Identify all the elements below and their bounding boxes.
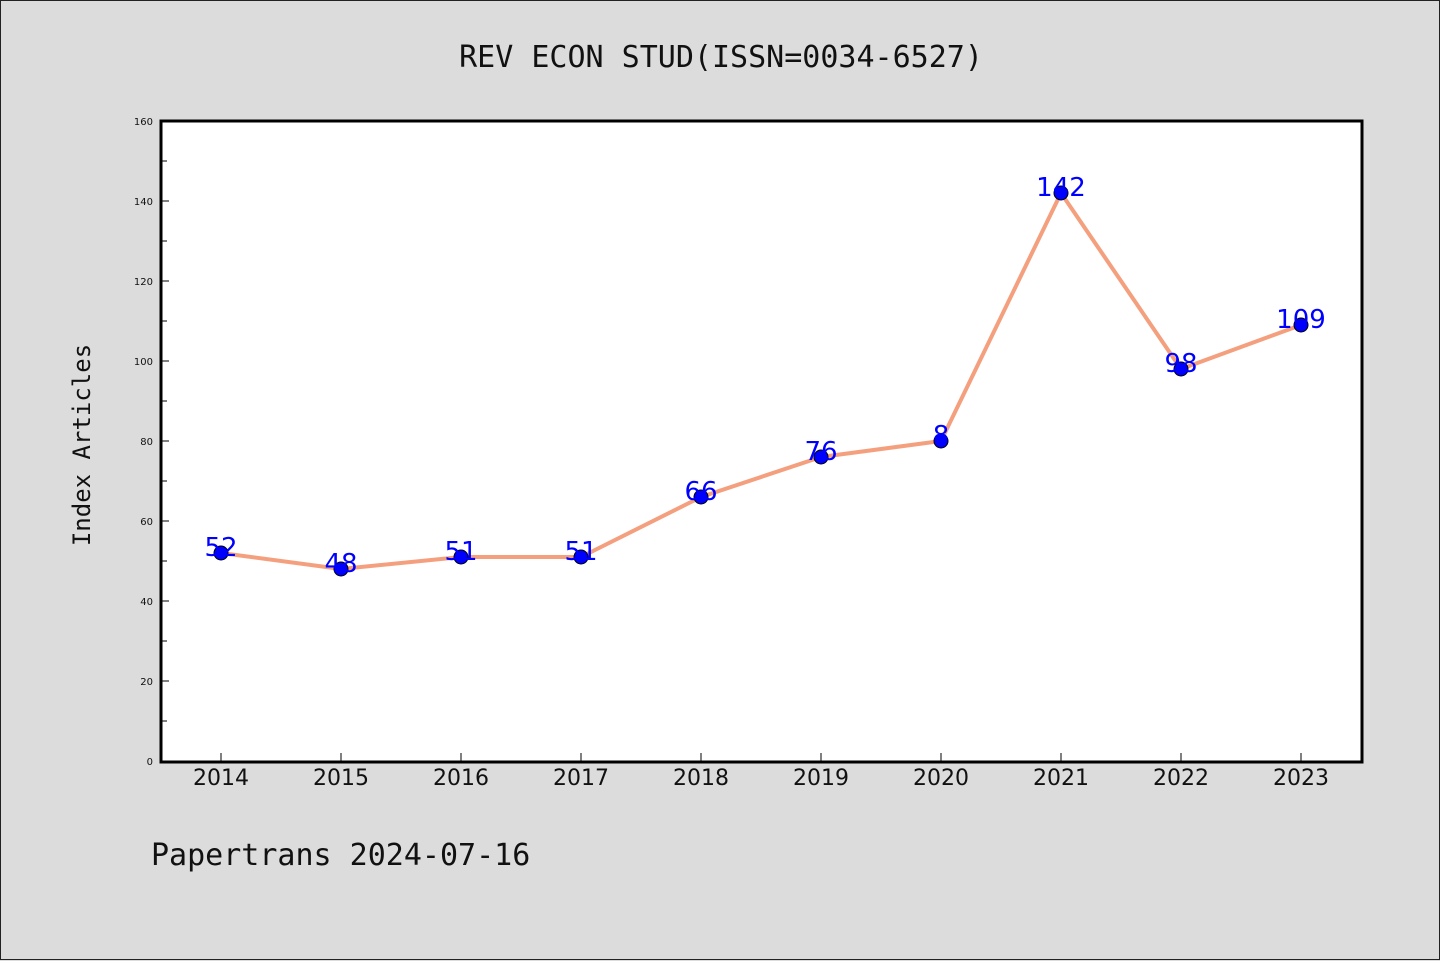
y-tick-label: 80	[140, 437, 153, 448]
data-label: 48	[324, 549, 357, 579]
y-axis: 0 20 40 60 80 100 120 140 160	[134, 117, 169, 768]
data-label: 98	[1164, 349, 1197, 379]
plot-border	[159, 119, 1364, 764]
y-tick-label: 0	[147, 757, 153, 768]
x-tick-label: 2017	[553, 766, 609, 791]
data-label: 51	[564, 537, 597, 567]
y-tick-label: 160	[134, 117, 153, 128]
y-tick-label: 20	[140, 677, 153, 688]
data-labels: 52 48 51 51 66 76 8 142 98 109	[204, 173, 1325, 579]
plot-area	[161, 121, 1362, 762]
y-tick-label: 140	[134, 197, 153, 208]
y-tick-label: 120	[134, 277, 153, 288]
data-label: 8	[933, 421, 950, 451]
data-point	[453, 549, 469, 565]
x-tick-label: 2014	[193, 766, 249, 791]
data-point	[1293, 317, 1309, 333]
x-axis: 2014 2015 2016 2017 2018 2019 2020 2021 2022 2023	[193, 753, 1329, 791]
x-tick-label: 2016	[433, 766, 489, 791]
data-label: 109	[1276, 305, 1326, 335]
data-point	[1173, 361, 1189, 377]
y-tick-label: 60	[140, 517, 153, 528]
data-label: 52	[204, 533, 237, 563]
footer-watermark: Papertrans 2024-07-16	[151, 838, 530, 873]
x-tick-label: 2021	[1033, 766, 1089, 791]
y-tick-label: 100	[134, 357, 153, 368]
x-tick-label: 2023	[1273, 766, 1329, 791]
chart-title: REV ECON STUD(ISSN=0034-6527)	[459, 40, 983, 75]
data-point	[933, 433, 949, 449]
data-label: 76	[804, 437, 837, 467]
data-point	[1053, 185, 1069, 201]
data-point	[813, 449, 829, 465]
x-tick-label: 2022	[1153, 766, 1209, 791]
data-label: 66	[684, 477, 717, 507]
x-tick-label: 2018	[673, 766, 729, 791]
data-label: 142	[1036, 173, 1086, 203]
x-tick-label: 2019	[793, 766, 849, 791]
x-tick-label: 2020	[913, 766, 969, 791]
x-tick-label: 2015	[313, 766, 369, 791]
data-point	[573, 549, 589, 565]
y-tick-label: 40	[140, 597, 153, 608]
series-line	[219, 191, 1303, 571]
series-index-articles	[213, 185, 1309, 577]
data-point	[333, 561, 349, 577]
data-label: 51	[444, 537, 477, 567]
y-axis-label: Index Articles	[68, 344, 96, 546]
data-point	[693, 489, 709, 505]
data-point	[213, 545, 229, 561]
